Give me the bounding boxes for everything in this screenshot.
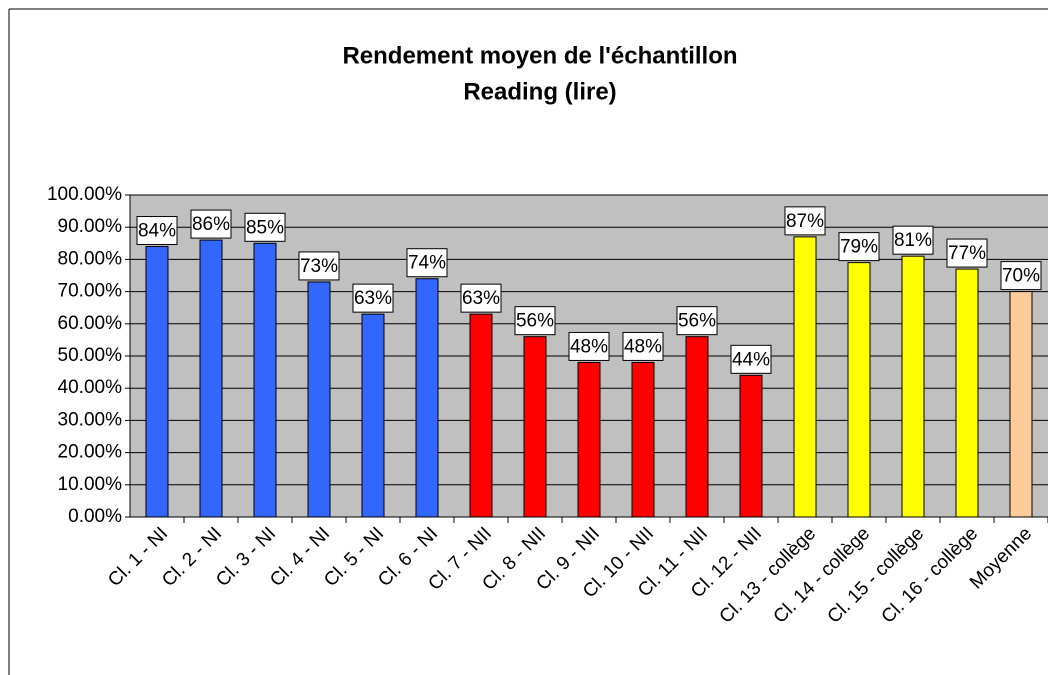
- data-label: 56%: [516, 311, 554, 332]
- chart-subtitle: Reading (lire): [463, 78, 616, 105]
- data-label-box: [514, 306, 556, 336]
- data-label-box: [892, 225, 934, 255]
- data-label: 87%: [786, 211, 824, 232]
- bar: [955, 268, 979, 518]
- bar: [685, 336, 709, 518]
- x-tick-label: Cl. 15 - collège: [824, 523, 928, 627]
- x-tick-label: Cl. 13 - collège: [716, 523, 820, 627]
- y-tick-label: 90.00%: [58, 216, 123, 237]
- y-tick-label: 60.00%: [58, 313, 123, 334]
- data-label-box: [622, 331, 664, 361]
- bar: [523, 336, 547, 518]
- data-label-box: [298, 251, 340, 281]
- bar: [145, 246, 169, 518]
- data-label: 81%: [894, 230, 932, 251]
- data-label-box: [946, 238, 988, 268]
- data-label-box: [568, 331, 610, 361]
- y-tick-label: 30.00%: [58, 409, 123, 430]
- y-tick-label: 20.00%: [58, 442, 123, 463]
- data-label: 79%: [840, 237, 878, 258]
- data-label: 56%: [678, 311, 716, 332]
- data-label: 86%: [192, 214, 230, 235]
- data-label-box: [352, 283, 394, 313]
- y-tick-label: 70.00%: [58, 281, 123, 302]
- chart-title: Rendement moyen de l'échantillon: [342, 42, 737, 69]
- data-label: 44%: [732, 349, 770, 370]
- bar: [199, 239, 223, 518]
- y-tick-label: 40.00%: [58, 377, 123, 398]
- data-label: 85%: [246, 217, 284, 238]
- bar: [415, 278, 439, 518]
- data-label-box: [136, 216, 178, 246]
- data-label-box: [460, 283, 502, 313]
- data-label: 70%: [1002, 266, 1040, 287]
- data-label-box: [784, 206, 826, 236]
- bar: [631, 361, 655, 518]
- data-label: 63%: [462, 288, 500, 309]
- bar: [307, 281, 331, 518]
- bar: [793, 236, 817, 518]
- bar: [361, 313, 385, 518]
- y-tick-label: 80.00%: [58, 248, 123, 269]
- y-tick-label: 50.00%: [58, 345, 123, 366]
- bar: [739, 374, 763, 518]
- data-label: 63%: [354, 288, 392, 309]
- data-label-box: [244, 212, 286, 242]
- data-label-box: [838, 232, 880, 262]
- bar: [901, 255, 925, 518]
- data-label-box: [1000, 261, 1042, 291]
- data-label: 73%: [300, 256, 338, 277]
- bar: [847, 262, 871, 518]
- bar: [253, 242, 277, 518]
- y-tick-label: 0.00%: [68, 506, 122, 527]
- bar: [469, 313, 493, 518]
- data-label: 77%: [948, 243, 986, 264]
- bar: [1009, 291, 1033, 518]
- data-label: 84%: [138, 221, 176, 242]
- data-label-box: [406, 248, 448, 278]
- x-tick-label: Cl. 16 - collège: [878, 523, 982, 627]
- data-label-box: [676, 306, 718, 336]
- bar: [577, 361, 601, 518]
- y-tick-label: 100.00%: [47, 184, 122, 205]
- x-tick-label: Cl. 14 - collège: [770, 523, 874, 627]
- y-tick-label: 10.00%: [58, 474, 123, 495]
- data-label-box: [730, 344, 772, 374]
- data-label: 48%: [570, 336, 608, 357]
- data-label: 74%: [408, 253, 446, 274]
- data-label: 48%: [624, 336, 662, 357]
- data-label-box: [190, 209, 232, 239]
